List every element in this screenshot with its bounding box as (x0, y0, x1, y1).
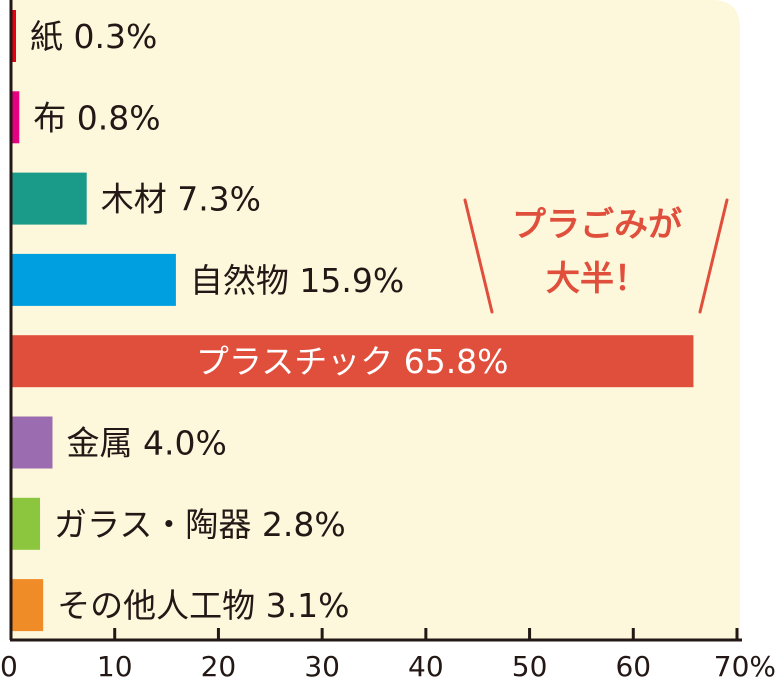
callout-left-slash (463, 198, 494, 314)
bar-label-2: 木材 7.3% (101, 180, 261, 219)
chart-background (10, 0, 740, 640)
bar-label-1: 布 0.8% (33, 98, 160, 137)
bar-label-7: その他人工物 3.1% (57, 586, 349, 625)
x-tick-label-4: 40 (408, 650, 444, 683)
x-tick-label-6: 60 (615, 650, 651, 683)
x-tick-label-0: 0 (0, 650, 18, 683)
bar-4 (11, 335, 694, 388)
bar-label-5: 金属 4.0% (66, 424, 226, 463)
bar-1 (11, 91, 20, 144)
callout-line-2: 大半！ (546, 259, 648, 299)
callout-right-slash (698, 198, 729, 314)
x-tick-label-1: 10 (97, 650, 133, 683)
bar-3 (11, 253, 176, 306)
bar-7 (11, 579, 44, 632)
bar-6 (11, 497, 41, 550)
bar-0 (11, 10, 16, 62)
bar-label-4: プラスチック 65.8% (196, 342, 509, 381)
bar-label-0: 紙 0.3% (30, 17, 157, 56)
x-tick-label-2: 20 (201, 650, 237, 683)
callout-annotation: プラごみが 大半！ (463, 198, 729, 314)
bar-2 (11, 172, 87, 225)
bar-5 (11, 416, 53, 469)
bar-label-3: 自然物 15.9% (190, 261, 404, 300)
x-tick-label-3: 30 (304, 650, 340, 683)
bar-label-6: ガラス・陶器 2.8% (54, 505, 346, 544)
x-tick-label-7: 70% (714, 650, 776, 683)
callout-line-1: プラごみが (512, 205, 682, 245)
x-tick-label-5: 50 (512, 650, 548, 683)
